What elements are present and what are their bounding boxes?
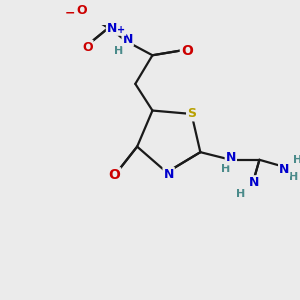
Text: N: N <box>107 22 117 34</box>
Text: O: O <box>76 4 87 17</box>
Text: N: N <box>279 163 290 176</box>
Text: N: N <box>248 176 259 189</box>
Text: +: + <box>118 25 126 35</box>
Text: O: O <box>82 41 93 54</box>
Text: S: S <box>187 107 196 121</box>
Text: O: O <box>181 44 193 58</box>
Text: −: − <box>65 6 75 20</box>
Text: H: H <box>293 155 300 165</box>
Text: N: N <box>226 152 236 164</box>
Text: H: H <box>236 189 245 199</box>
Text: H: H <box>289 172 298 182</box>
Text: O: O <box>108 168 120 182</box>
Text: H: H <box>113 46 123 56</box>
Text: H: H <box>221 164 231 174</box>
Text: N: N <box>122 33 133 46</box>
Text: N: N <box>164 168 174 181</box>
